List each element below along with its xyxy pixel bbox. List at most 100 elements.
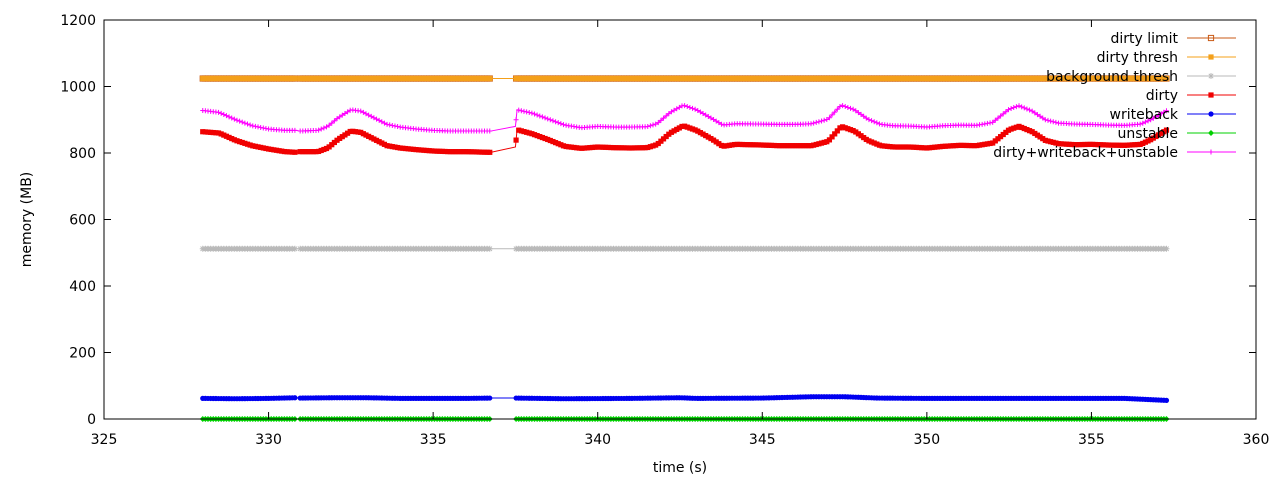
- dirty-thresh-point: [1095, 75, 1101, 82]
- dirty-point: [845, 126, 851, 132]
- dirty-point: [742, 141, 748, 148]
- dirty-thresh-point: [371, 75, 377, 82]
- dirty-point: [610, 145, 617, 151]
- dirty-point: [726, 142, 732, 148]
- dirty-thresh-point: [1040, 75, 1046, 82]
- dirty-thresh-point: [600, 75, 606, 82]
- dirty-thresh-point: [829, 75, 835, 82]
- dirty-writeback-unstable-point: [558, 121, 564, 127]
- y-tick-label: 800: [69, 146, 96, 162]
- dirty-writeback-unstable-point: [708, 115, 714, 121]
- background-thresh-point: [291, 245, 298, 252]
- y-tick-label: 1200: [60, 13, 96, 29]
- dirty-point: [926, 145, 933, 151]
- dirty-point: [384, 143, 390, 149]
- dirty-point: [911, 144, 917, 150]
- dirty-thresh-point: [774, 75, 780, 82]
- dirty-point: [352, 129, 359, 135]
- dirty-thresh-point: [903, 75, 909, 82]
- dirty-thresh-point: [997, 75, 1004, 82]
- dirty-writeback-unstable-point: [663, 113, 669, 119]
- dirty-thresh-point: [260, 75, 266, 82]
- dirty-thresh-point: [671, 75, 677, 82]
- legend-swatch-marker: [1208, 149, 1214, 155]
- dirty-thresh-point: [987, 75, 993, 82]
- dirty-point: [1074, 142, 1080, 148]
- dirty-point: [558, 142, 564, 148]
- dirty-point: [581, 145, 588, 151]
- dirty-thresh-point: [979, 75, 985, 82]
- dirty-point: [618, 145, 625, 151]
- dirty-thresh-point: [750, 75, 756, 82]
- dirty-writeback-unstable-point: [1024, 106, 1030, 112]
- dirty-thresh-point: [992, 75, 998, 82]
- dirty-point: [874, 141, 880, 147]
- dirty-thresh-point: [1034, 75, 1041, 82]
- dirty-writeback-unstable-point: [716, 120, 722, 126]
- dirty-thresh-point: [824, 75, 830, 82]
- dirty-thresh-point: [724, 75, 730, 82]
- dirty-thresh-point: [434, 75, 440, 82]
- dirty-thresh-point: [926, 75, 933, 82]
- dirty-point: [229, 136, 235, 142]
- dirty-point: [839, 124, 846, 130]
- dirty-point: [937, 144, 943, 150]
- y-tick-label: 400: [69, 279, 96, 295]
- dirty-thresh-point: [1048, 75, 1054, 82]
- dirty-point: [624, 145, 630, 151]
- dirty-thresh-point: [940, 75, 946, 82]
- dirty-thresh-point: [302, 75, 309, 82]
- dirty-point: [753, 142, 759, 148]
- dirty-writeback-unstable-point: [366, 112, 372, 118]
- dirty-thresh-point: [215, 75, 222, 82]
- dirty-thresh-point: [642, 75, 648, 82]
- dirty-point: [1021, 125, 1027, 132]
- dirty-point: [252, 143, 259, 149]
- dirty-writeback-unstable-point: [345, 109, 351, 115]
- dirty-thresh-point: [655, 75, 661, 82]
- dirty-point: [305, 149, 311, 155]
- dirty-point: [1000, 131, 1006, 138]
- dirty-thresh-point: [1111, 75, 1117, 82]
- dirty-thresh-point: [516, 75, 522, 82]
- dirty-thresh-point: [413, 75, 419, 82]
- dirty-writeback-unstable-point: [379, 119, 385, 125]
- dirty-thresh-point: [718, 75, 725, 82]
- dirty-thresh-point: [1003, 75, 1009, 82]
- dirty-thresh-point: [813, 75, 819, 82]
- dirty-thresh-point: [581, 75, 588, 82]
- dirty-point: [682, 123, 688, 129]
- dirty-writeback-unstable-point: [1027, 107, 1033, 113]
- dirty-point: [779, 143, 785, 149]
- dirty-thresh-point: [1103, 75, 1109, 82]
- dirty-point: [763, 142, 769, 148]
- dirty-point: [1145, 138, 1151, 144]
- dirty-writeback-unstable-point: [292, 127, 298, 133]
- dirty-point: [316, 148, 322, 155]
- dirty-writeback-unstable-point: [245, 121, 251, 127]
- dirty-thresh-point: [360, 75, 366, 82]
- x-tick-label: 325: [91, 432, 118, 448]
- dirty-writeback-unstable-point: [1140, 120, 1146, 126]
- dirty-thresh-point: [737, 75, 743, 82]
- dirty-thresh-point: [205, 75, 211, 82]
- dirty-point: [542, 135, 548, 142]
- dirty-point: [710, 137, 717, 143]
- dirty-point: [1155, 132, 1162, 138]
- dirty-point: [721, 143, 727, 149]
- dirty-point: [223, 133, 230, 139]
- dirty-thresh-point: [982, 75, 988, 82]
- dirty-point: [1042, 137, 1048, 143]
- dirty-thresh-point: [969, 75, 975, 82]
- series-dirty-thresh: [200, 75, 1170, 82]
- dirty-thresh-point: [513, 75, 519, 82]
- dirty-point: [221, 132, 227, 138]
- dirty-writeback-unstable-point: [339, 112, 345, 118]
- dirty-point: [1134, 141, 1141, 148]
- dirty-writeback-unstable-point: [231, 116, 237, 122]
- dirty-thresh-point: [244, 75, 251, 82]
- dirty-thresh-point: [613, 75, 619, 82]
- dirty-point: [816, 141, 822, 147]
- dirty-thresh-point: [342, 75, 348, 82]
- dirty-thresh-point: [426, 75, 432, 82]
